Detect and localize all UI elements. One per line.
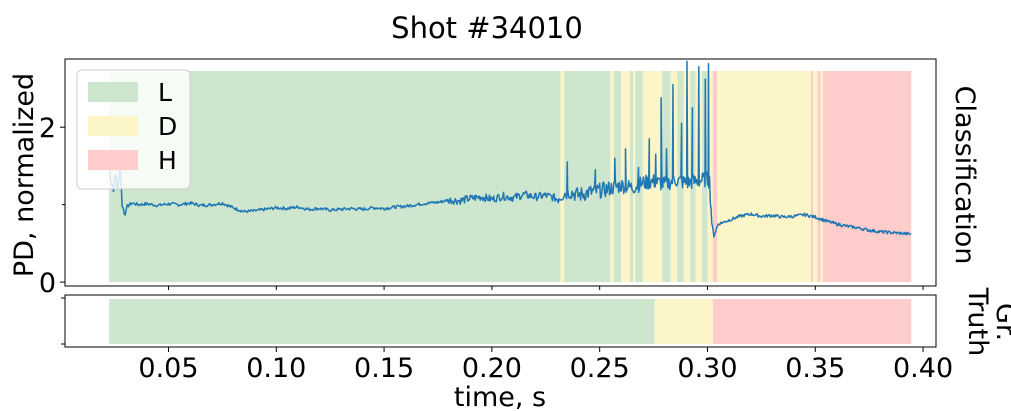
x-tick-label: 0.40 [893,353,953,384]
classification-span-L [564,71,611,283]
ground-truth-label-text: Gr.Truth [962,287,1011,356]
bottom-axes-frame [64,294,937,348]
ground-truth-segment-H [712,299,912,344]
ground-truth-segment-D [654,299,713,344]
classification-span-D [633,71,636,283]
y-axis-label: PD, normalized [9,73,40,277]
classification-span-D [610,71,614,283]
classification-span-L [613,71,622,283]
classification-spans [109,71,912,283]
top-axes-frame [64,58,937,287]
x-axis-label: time, s [454,382,546,411]
chart-title: Shot #34010 [391,11,583,45]
classification-span-D [560,71,565,283]
x-tick-label: 0.30 [677,353,737,384]
classification-span-D [813,71,818,283]
x-tick-label: 0.25 [570,353,630,384]
pd-series [108,60,912,238]
legend-swatch-H [88,150,138,170]
legend-swatch-D [88,116,138,136]
classification-span-H [822,71,912,283]
x-tick-label: 0.05 [138,353,198,384]
y-tick-label-2: 2 [39,113,56,144]
classification-panel: 02 PD, normalized Classification LDH [9,58,980,299]
legend-label-L: L [158,78,172,107]
legend-label-H: H [158,146,177,175]
y-ticks: 02 [39,113,65,299]
x-ticks: 0.05 0.10 0.15 0.20 0.25 0.30 0.35 0.40 [138,286,953,384]
ground-truth-label-line: Gr. [990,303,1011,341]
ground-truth-label: Gr.Truth [962,287,1011,356]
legend-label-D: D [158,112,177,141]
classification-span-H [810,71,814,283]
classification-span-D [717,71,811,283]
legend-swatch-L [88,82,138,102]
legend: LDH [76,69,191,190]
classification-span-L [629,71,634,283]
classification-span-H [817,71,821,283]
pd-series-line [108,60,912,238]
classification-span-D [642,71,663,283]
classification-span-H [712,71,718,283]
x-tick-label: 0.15 [354,353,414,384]
classification-span-D [820,71,823,283]
ground-truth-label-line: Truth [962,287,993,356]
classification-label: Classification [949,86,980,265]
x-tick-label: 0.20 [462,353,522,384]
ground-truth-segment-L [109,299,655,344]
x-tick-label: 0.35 [785,353,845,384]
x-tick-label: 0.10 [246,353,306,384]
ground-truth-panel: 0.05 0.10 0.15 0.20 0.25 0.30 0.35 0.40 time, s… [61,286,1011,411]
y-tick-label-0: 0 [39,268,56,299]
ground-truth-spans [109,299,912,344]
